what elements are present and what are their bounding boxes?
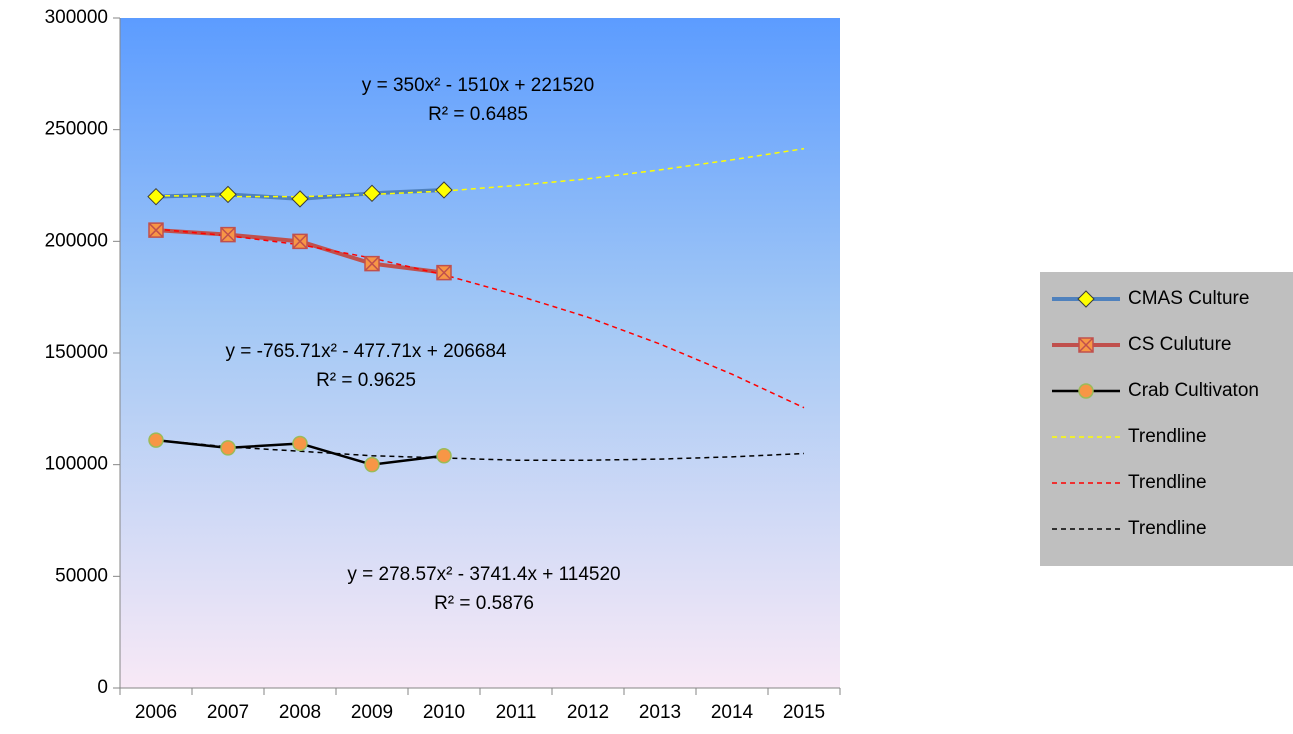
annotation: y = 350x² - 1510x + 221520 <box>362 75 594 96</box>
trendline <box>155 147 805 198</box>
y-tick-label: 200000 <box>45 230 108 251</box>
marker <box>220 226 236 243</box>
x-tick-label: 2008 <box>279 702 321 723</box>
annotation: R² = 0.9625 <box>316 370 416 391</box>
y-tick-label: 150000 <box>45 342 108 363</box>
x-tick-label: 2012 <box>567 702 609 723</box>
x-tick-label: 2010 <box>423 702 465 723</box>
marker <box>436 264 452 281</box>
marker <box>363 184 381 203</box>
marker <box>1078 337 1094 353</box>
marker <box>292 233 308 250</box>
x-tick-label: 2015 <box>783 702 825 723</box>
marker <box>435 181 453 199</box>
y-tick-label: 300000 <box>45 7 108 28</box>
marker <box>364 456 380 473</box>
x-tick-label: 2009 <box>351 702 393 723</box>
y-tick-label: 250000 <box>45 119 108 140</box>
y-tick-label: 0 <box>97 677 108 698</box>
legend-label: Trendline <box>1128 518 1207 539</box>
annotation: y = 278.57x² - 3741.4x + 114520 <box>347 564 620 585</box>
marker <box>364 255 380 272</box>
legend-label: Trendline <box>1128 426 1207 447</box>
trendline <box>155 439 805 461</box>
x-tick-label: 2013 <box>639 702 681 723</box>
x-tick-label: 2011 <box>496 702 537 723</box>
marker <box>148 432 164 448</box>
marker <box>1078 383 1094 399</box>
legend-label: CMAS Culture <box>1128 288 1249 309</box>
annotation: y = -765.71x² - 477.71x + 206684 <box>226 341 507 362</box>
legend-label: Trendline <box>1128 472 1207 493</box>
legend-label: Crab Cultivaton <box>1128 380 1259 401</box>
x-tick-label: 2006 <box>135 702 177 723</box>
y-tick-label: 50000 <box>55 565 108 586</box>
annotation: R² = 0.6485 <box>428 104 528 125</box>
plot-area <box>120 18 840 688</box>
trendline <box>155 228 805 409</box>
y-tick-label: 100000 <box>45 454 108 475</box>
x-tick-label: 2014 <box>711 702 754 723</box>
legend-label: CS Culuture <box>1128 334 1232 355</box>
annotation: R² = 0.5876 <box>434 593 534 614</box>
marker <box>292 435 308 452</box>
marker <box>1077 290 1095 308</box>
marker <box>147 187 165 206</box>
marker <box>148 222 164 238</box>
marker <box>436 447 452 464</box>
marker <box>291 190 309 208</box>
marker <box>220 440 236 456</box>
legend-box <box>1040 272 1293 566</box>
marker <box>219 185 237 204</box>
x-tick-label: 2007 <box>207 702 249 723</box>
